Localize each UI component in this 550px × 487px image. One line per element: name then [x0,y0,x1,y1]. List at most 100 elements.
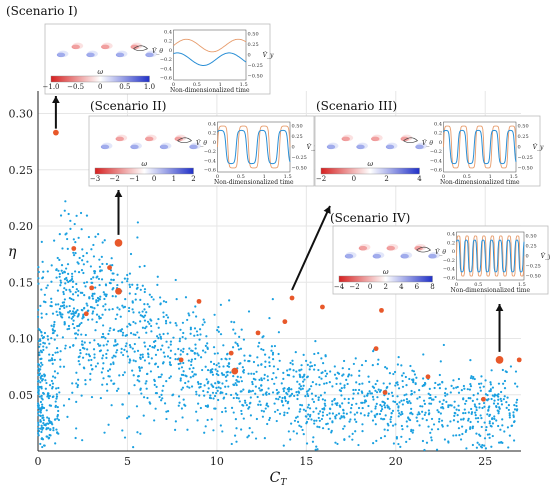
blue-point [351,438,354,441]
blue-point [82,263,85,266]
orange-point-series [53,129,522,402]
blue-point [375,391,379,394]
blue-point [82,271,85,275]
blue-point [343,438,346,441]
blue-point [37,373,40,377]
blue-point [352,392,355,395]
blue-point [402,399,406,402]
colorbar-tick: −2 [349,283,359,291]
blue-point [99,295,102,298]
blue-point [69,219,72,222]
blue-point [452,387,455,390]
blue-point [480,425,483,429]
blue-point [220,358,223,361]
blue-point [235,396,238,399]
blue-point [353,413,356,416]
inset-x-tick: 0 [216,174,219,180]
blue-point [86,348,89,351]
blue-point [508,416,511,419]
blue-point [320,357,323,360]
colorbar [320,167,420,175]
blue-point [56,347,59,350]
inset-x-tick: 0.5 [193,82,201,88]
blue-point [47,437,50,440]
blue-point [132,333,135,336]
blue-point [260,384,263,387]
blue-point [352,362,355,366]
blue-point [123,436,127,439]
blue-point [348,367,351,371]
blue-point [283,411,286,414]
blue-point [497,412,500,415]
blue-point [57,269,60,272]
blue-point [389,418,392,421]
blue-point [107,332,110,336]
blue-point [474,417,478,420]
inset-x-tick: 1.5 [240,82,248,88]
blue-point [240,428,243,431]
blue-point [76,261,79,264]
orange-point [425,374,431,380]
blue-point [116,313,119,316]
arrow-head [114,190,123,197]
blue-point [187,312,190,315]
blue-point [314,340,317,343]
blue-point [333,365,336,368]
blue-point [98,265,101,268]
blue-point [386,404,389,407]
blue-point [141,326,145,329]
blue-point [512,420,516,424]
blue-point [180,366,184,369]
blue-point [455,408,458,411]
blue-point [79,211,83,215]
blue-point [197,402,200,405]
blue-point [307,394,310,398]
blue-point [379,436,383,440]
inset-right-tick: −0.25 [248,63,263,69]
blue-point [334,415,337,418]
blue-point [255,370,258,373]
blue-point [41,438,45,441]
blue-point [125,350,129,353]
blue-point [189,328,192,331]
blue-point [476,398,479,401]
blue-point [116,343,119,346]
x-tick-labels: 0 5 10 15 20 25 [35,455,493,468]
blue-point [213,352,216,355]
blue-point [141,284,144,287]
blue-point [289,438,292,441]
blue-point [231,346,235,349]
colorbar-tick: 1 [172,175,176,183]
blue-point [375,402,378,405]
blue-point [430,417,434,421]
blue-point [160,393,163,396]
blue-point [468,427,472,430]
blue-point [340,387,343,390]
blue-point [225,379,228,382]
blue-point [242,370,245,373]
blue-point [256,395,259,399]
blue-point [299,408,302,411]
blue-point [255,417,258,421]
blue-point [158,395,161,399]
blue-point [182,398,185,401]
blue-point [179,328,182,331]
blue-point [425,441,429,444]
blue-point [56,372,59,375]
blue-point [440,406,443,409]
blue-point [165,417,168,421]
colorbar-tick: −4 [334,283,345,291]
blue-point [412,381,415,384]
blue-point [331,420,334,423]
blue-point [116,273,119,276]
blue-point [77,271,81,274]
x-tick-label: 0 [35,455,42,468]
blue-point [293,419,297,422]
blue-point [247,310,251,313]
blue-point [81,439,84,442]
blue-point [92,276,95,279]
blue-point [154,407,157,410]
blue-point [339,389,343,393]
blue-point [275,397,278,400]
blue-point [247,372,250,375]
